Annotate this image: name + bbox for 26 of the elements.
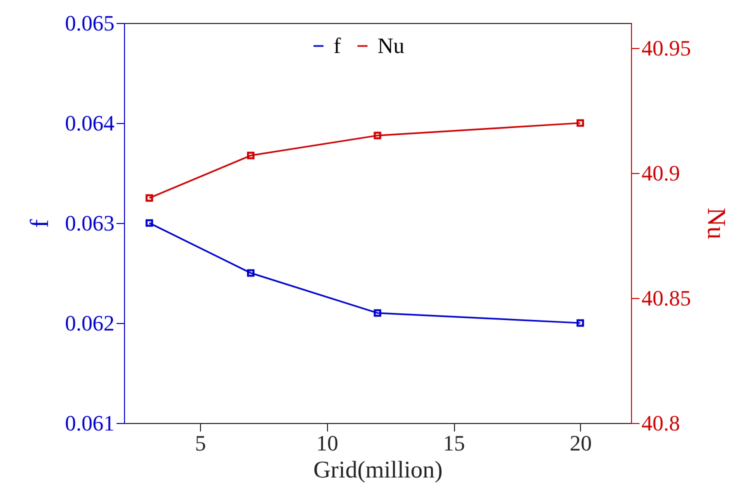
point <box>247 152 254 160</box>
y2-tick-label: 40.9 <box>642 160 680 186</box>
point <box>576 319 584 327</box>
y-tick-label: 0.064 <box>65 110 114 136</box>
x-tick-label: 10 <box>316 430 338 456</box>
x-axis-title: Grid(million) <box>313 458 443 484</box>
point <box>146 219 154 227</box>
point <box>247 269 254 277</box>
x-tick-label: 20 <box>570 430 592 456</box>
y2-tick-label: 40.85 <box>642 286 691 310</box>
y-tick-label: 0.062 <box>65 310 114 336</box>
y-tick-label: 0.063 <box>65 210 114 236</box>
y2-tick-label: 40.95 <box>642 36 691 60</box>
x-tick-label: 5 <box>195 430 206 456</box>
y-tick-label: 0.061 <box>65 410 114 436</box>
legend-label: f <box>334 33 342 58</box>
y-tick-label: 0.065 <box>65 10 114 36</box>
point <box>576 119 584 127</box>
x-tick-label: 15 <box>443 430 466 456</box>
point <box>374 309 382 317</box>
point <box>374 132 382 140</box>
legend-label: Nu <box>378 33 404 58</box>
y-axis-title: f <box>25 218 54 228</box>
y2-tick-label: 40.8 <box>642 410 680 436</box>
y2-axis-title: Nu <box>702 208 731 240</box>
point <box>146 194 154 202</box>
